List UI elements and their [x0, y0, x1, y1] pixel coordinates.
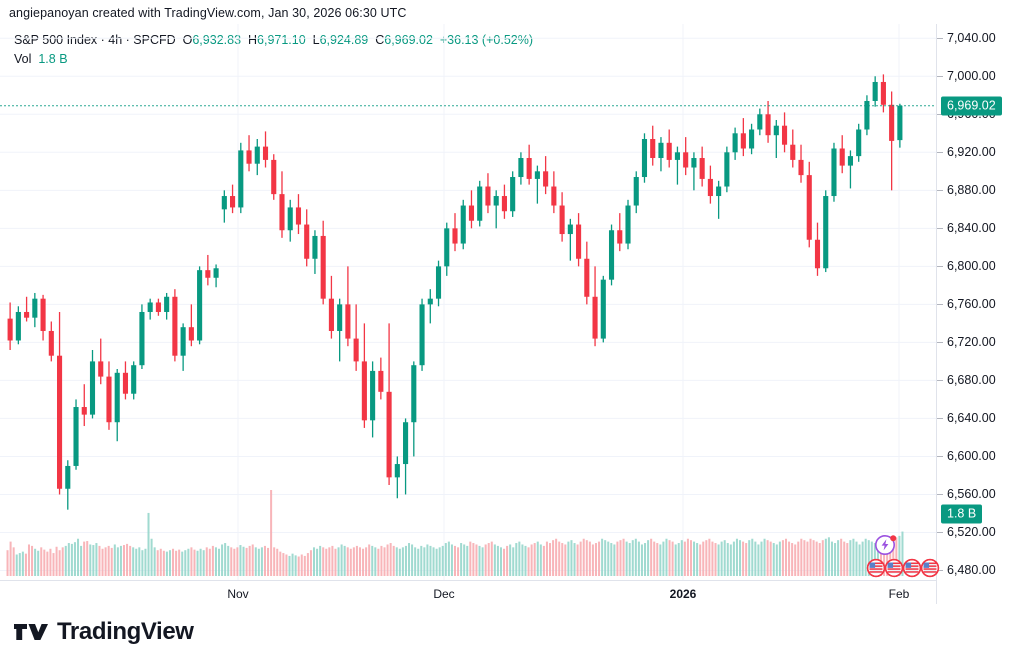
price-tick-label: 6,920.00 [947, 145, 996, 160]
legend-low-value: 6,924.89 [319, 33, 369, 47]
time-axis-label: Nov [227, 587, 249, 601]
legend-volume-value: 1.8 B [38, 52, 68, 66]
current-price-badge[interactable]: 6,969.02 [941, 96, 1002, 116]
volume-series [6, 490, 904, 576]
legend-volume-label[interactable]: Vol [14, 52, 32, 66]
chart-canvas [0, 24, 936, 580]
price-tick-mark [937, 418, 943, 420]
price-tick-mark [937, 114, 943, 116]
price-tick-mark [937, 570, 943, 572]
price-tick-mark [937, 342, 943, 344]
price-tick-mark [937, 76, 943, 78]
us-flag-event-2 [884, 558, 904, 578]
price-tick-mark [937, 266, 943, 268]
legend-change-value: +36.13 (+0.52%) [439, 33, 533, 47]
price-axis[interactable]: 7,040.007,000.006,960.006,920.006,880.00… [936, 24, 1024, 604]
time-axis[interactable]: Nov Dec 2026 Feb [0, 580, 936, 609]
tradingview-footer-logo: TradingView [14, 620, 194, 644]
economic-event-lightning-icon[interactable] [874, 532, 898, 561]
price-tick-label: 6,680.00 [947, 373, 996, 388]
legend-open-value: 6,932.83 [192, 33, 242, 47]
price-tick-mark [937, 304, 943, 306]
us-flag-event-4 [920, 558, 940, 578]
tradingview-brand-text: TradingView [57, 618, 194, 645]
us-flag-event-1 [866, 558, 886, 578]
tradingview-logo-icon [14, 624, 48, 640]
price-tick-mark [937, 380, 943, 382]
price-tick-label: 7,040.00 [947, 31, 996, 46]
price-tick-mark [937, 494, 943, 496]
price-tick-mark [937, 190, 943, 192]
price-tick-label: 6,720.00 [947, 335, 996, 350]
price-tick-mark [937, 152, 943, 154]
chart-plot-area[interactable] [0, 24, 936, 580]
chart-legend: S&P 500 Index · 4h · SPCFD O6,932.83 H6,… [14, 32, 533, 67]
legend-close-value: 6,969.02 [384, 33, 433, 47]
legend-volume-row: Vol 1.8 B [14, 51, 533, 67]
legend-high-label: H [247, 33, 258, 47]
horizontal-gridlines [0, 37, 936, 571]
legend-exchange: SPCFD [133, 33, 176, 47]
price-tick-mark [937, 38, 943, 40]
price-tick-label: 6,800.00 [947, 259, 996, 274]
legend-interval[interactable]: 4h [108, 33, 123, 47]
price-tick-mark [937, 532, 943, 534]
time-axis-label: Dec [433, 587, 455, 601]
legend-high-value: 6,971.10 [257, 33, 306, 47]
legend-symbol[interactable]: S&P 500 Index [14, 33, 98, 47]
legend-low-label: L [312, 33, 320, 47]
legend-ohlc-row: S&P 500 Index · 4h · SPCFD O6,932.83 H6,… [14, 32, 533, 48]
price-tick-label: 6,520.00 [947, 525, 996, 540]
price-tick-mark [937, 228, 943, 230]
price-tick-label: 6,880.00 [947, 183, 996, 198]
us-flag-event-markers[interactable] [866, 556, 942, 585]
price-tick-label: 6,480.00 [947, 563, 996, 578]
price-tick-label: 6,560.00 [947, 487, 996, 502]
us-flag-event-3 [902, 558, 922, 578]
price-tick-label: 6,600.00 [947, 449, 996, 464]
vertical-gridlines [237, 24, 900, 580]
price-tick-label: 7,000.00 [947, 69, 996, 84]
legend-sep-2: · [122, 33, 134, 47]
legend-open-label: O [182, 33, 193, 47]
legend-sep-1: · [97, 33, 109, 47]
price-tick-mark [937, 456, 943, 458]
time-axis-label: Feb [888, 587, 910, 601]
current-volume-badge[interactable]: 1.8 B [941, 504, 983, 524]
attribution-text: angiepanoyan created with TradingView.co… [9, 6, 407, 20]
price-tick-label: 6,840.00 [947, 221, 996, 236]
price-tick-label: 6,760.00 [947, 297, 996, 312]
candlestick-series [7, 74, 903, 510]
price-tick-label: 6,640.00 [947, 411, 996, 426]
time-axis-label: 2026 [669, 587, 697, 601]
legend-close-label: C [375, 33, 385, 47]
